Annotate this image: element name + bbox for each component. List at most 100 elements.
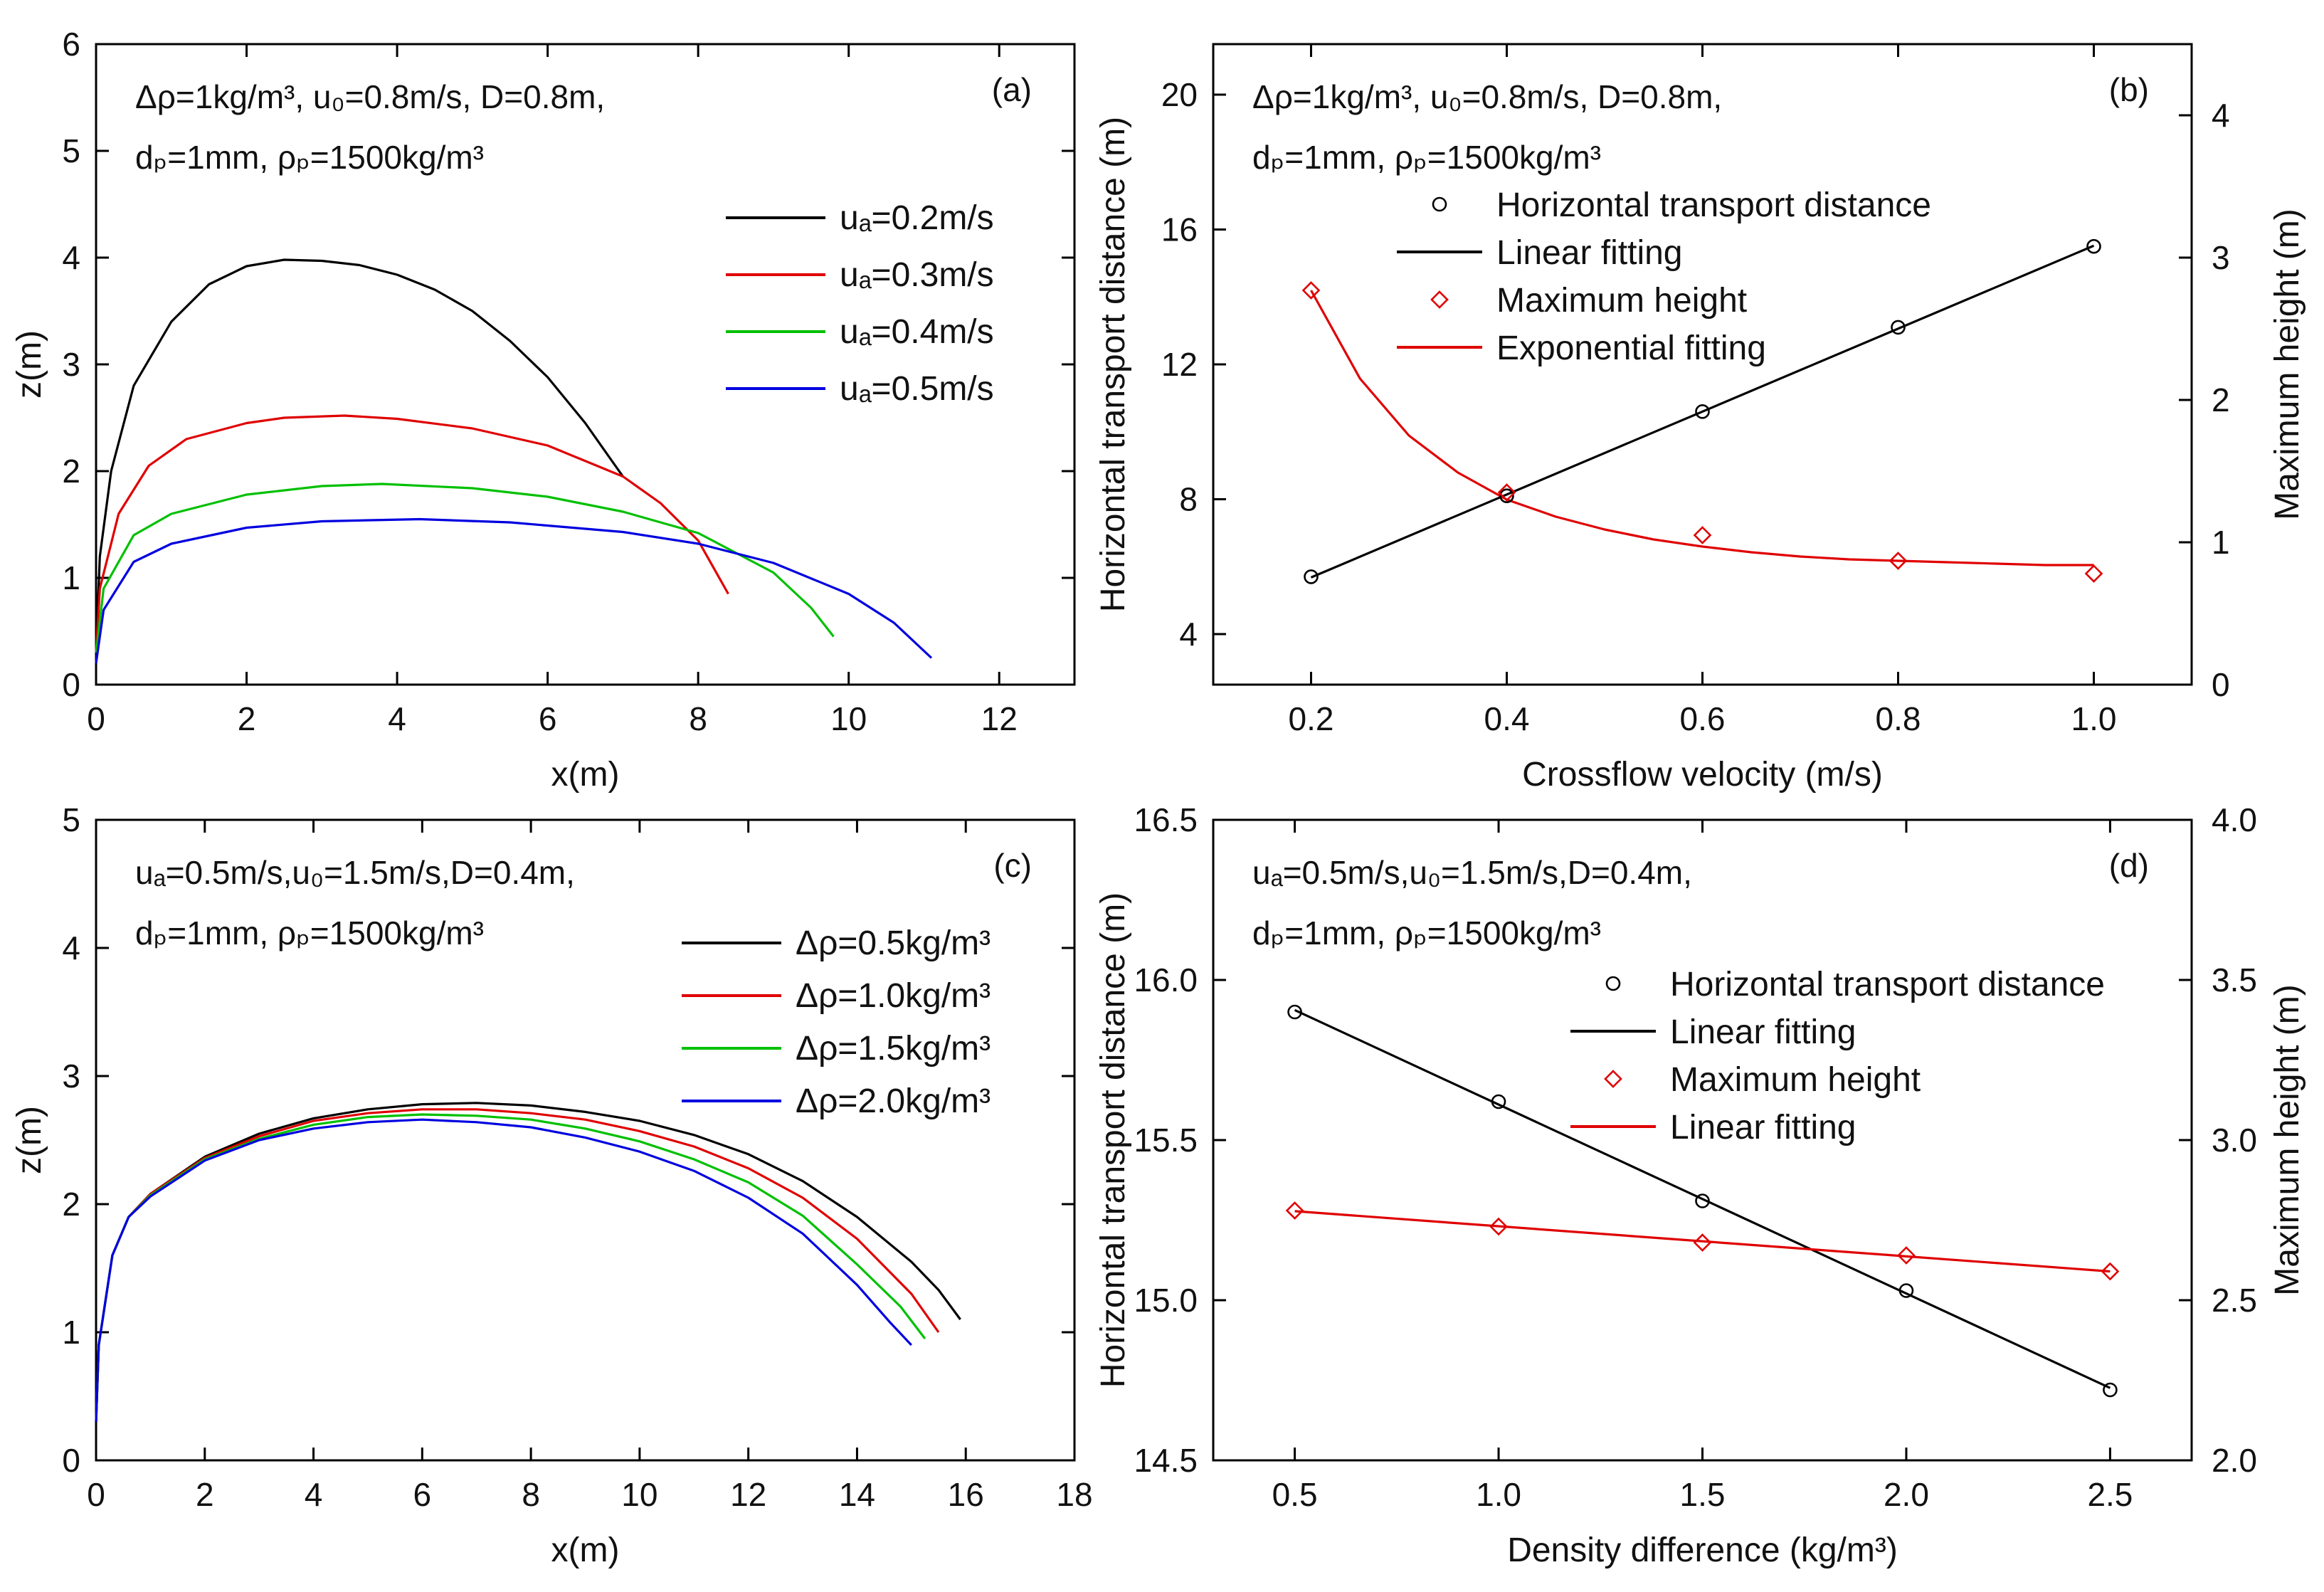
legend-label: Δρ=1.0kg/m³ — [796, 977, 991, 1015]
y-tick-label: 16.5 — [1134, 801, 1198, 838]
y2-tick-label: 4.0 — [2212, 801, 2257, 838]
legend-circle-marker — [1605, 976, 1621, 991]
legend-label: uₐ=0.2m/s — [840, 199, 994, 237]
x-axis-label: Crossflow velocity (m/s) — [1522, 756, 1883, 794]
legend-label: Exponential fitting — [1496, 330, 1766, 367]
y-tick-label: 2 — [62, 453, 80, 490]
y-tick-label: 8 — [1179, 480, 1198, 517]
series-line — [95, 1118, 912, 1423]
annotation-line-1: uₐ=0.5m/s,u₀=1.5m/s,D=0.4m, — [1252, 854, 1692, 891]
annotation-line-2: dₚ=1mm, ρₚ=1500kg/m³ — [135, 139, 484, 176]
height-fit-curve — [1310, 290, 2094, 566]
legend-label: uₐ=0.4m/s — [840, 313, 994, 351]
y2-tick-label: 1 — [2212, 524, 2230, 561]
annotation-line-2: dₚ=1mm, ρₚ=1500kg/m³ — [135, 914, 484, 951]
y-tick-label: 2 — [62, 1186, 80, 1223]
height-point — [2101, 1262, 2120, 1281]
y-tick-label: 6 — [62, 26, 80, 63]
y2-tick-label: 2 — [2212, 381, 2230, 418]
y2-tick-label: 0 — [2212, 666, 2230, 703]
x-tick-label: 16 — [948, 1476, 984, 1513]
legend-label: Linear fitting — [1670, 1109, 1856, 1146]
y2-axis-label: Maximum height (m) — [2268, 984, 2306, 1295]
legend-label: uₐ=0.5m/s — [840, 370, 994, 408]
x-tick-label: 4 — [305, 1476, 323, 1513]
legend-label: Δρ=2.0kg/m³ — [796, 1082, 991, 1120]
y2-tick-label: 3.5 — [2212, 961, 2257, 998]
y2-tick-label: 3 — [2212, 239, 2230, 276]
series-line — [95, 1113, 926, 1423]
series-line — [95, 517, 933, 664]
legend-label: uₐ=0.3m/s — [840, 256, 994, 294]
x-tick-label: 14 — [839, 1476, 875, 1513]
x-tick-label: 0.4 — [1484, 700, 1530, 737]
x-tick-label: 6 — [539, 700, 557, 737]
x-tick-label: 0 — [87, 1476, 105, 1513]
x-tick-label: 0.5 — [1272, 1476, 1318, 1513]
x-tick-label: 0 — [87, 700, 105, 737]
y-tick-label: 4 — [62, 929, 80, 966]
legend-label: Linear fitting — [1670, 1013, 1856, 1051]
y2-axis-label: Maximum height (m) — [2268, 209, 2306, 520]
x-tick-label: 10 — [621, 1476, 657, 1513]
legend: Horizontal transport distance Linear fitt… — [1570, 966, 2105, 1146]
x-tick-label: 12 — [730, 1476, 766, 1513]
y-tick-label: 0 — [62, 666, 80, 703]
y2-tick-label: 4 — [2212, 97, 2230, 134]
distance-point — [1891, 320, 1906, 335]
legend: uₐ=0.2m/s uₐ=0.3m/s uₐ=0.4m/s uₐ=0.5m/s — [726, 199, 994, 408]
y-axis-label: z(m) — [11, 1106, 48, 1174]
y-tick-label: 4 — [1179, 616, 1198, 653]
x-tick-label: 1.0 — [1476, 1476, 1521, 1513]
height-point — [1897, 1246, 1916, 1265]
legend-circle-marker — [1432, 196, 1447, 212]
y-tick-label: 15.5 — [1134, 1122, 1198, 1159]
y-tick-label: 1 — [62, 1314, 80, 1351]
panel-c: 0 2 4 6 8 10 12 14 16 18012345x(m)z(m)(c)uₐ=0.5m/… — [11, 801, 1093, 1569]
y-tick-label: 20 — [1161, 76, 1198, 113]
height-point — [1489, 1217, 1508, 1236]
annotation-line-1: Δρ=1kg/m³, u₀=0.8m/s, D=0.8m, — [135, 78, 605, 115]
y-tick-label: 3 — [62, 1058, 80, 1095]
annotation-line-2: dₚ=1mm, ρₚ=1500kg/m³ — [1252, 914, 1601, 951]
distance-point — [1287, 1004, 1302, 1020]
panel-label: (c) — [993, 847, 1032, 884]
panel-label: (b) — [2109, 71, 2149, 108]
legend-label: Δρ=1.5kg/m³ — [796, 1030, 991, 1068]
y-tick-label: 5 — [62, 801, 80, 838]
height-point — [1285, 1201, 1304, 1220]
distance-fit-line — [1310, 244, 2095, 579]
x-tick-label: 2.5 — [2087, 1476, 2133, 1513]
x-axis-label: x(m) — [551, 756, 620, 794]
distance-point — [1695, 1193, 1710, 1208]
height-point — [1497, 483, 1516, 502]
y2-tick-label: 2.0 — [2212, 1442, 2257, 1479]
legend-diamond-marker — [1604, 1070, 1622, 1088]
x-tick-label: 2 — [238, 700, 256, 737]
y-tick-label: 15.0 — [1134, 1282, 1198, 1319]
panel-label: (a) — [992, 71, 1032, 108]
legend-label: Maximum height — [1670, 1061, 1921, 1099]
y-tick-label: 3 — [62, 346, 80, 383]
x-axis-label: x(m) — [551, 1532, 620, 1569]
x-tick-label: 8 — [522, 1476, 540, 1513]
y-tick-label: 14.5 — [1134, 1442, 1198, 1479]
y-tick-label: 5 — [62, 132, 80, 169]
panel-label: (d) — [2109, 847, 2149, 884]
y2-tick-label: 2.5 — [2212, 1282, 2257, 1319]
height-point — [2084, 564, 2103, 583]
x-tick-label: 18 — [1056, 1476, 1092, 1513]
legend-label: Horizontal transport distance — [1496, 186, 1931, 224]
plot-frame — [95, 818, 1076, 1462]
legend: Horizontal transport distance Linear fitt… — [1397, 186, 1931, 367]
distance-point — [1499, 488, 1514, 504]
y-tick-label: 1 — [62, 559, 80, 596]
height-point — [1693, 1233, 1712, 1252]
annotation-line-2: dₚ=1mm, ρₚ=1500kg/m³ — [1252, 139, 1601, 176]
x-tick-label: 12 — [981, 700, 1018, 737]
height-point — [1693, 526, 1712, 544]
x-tick-label: 8 — [689, 700, 707, 737]
